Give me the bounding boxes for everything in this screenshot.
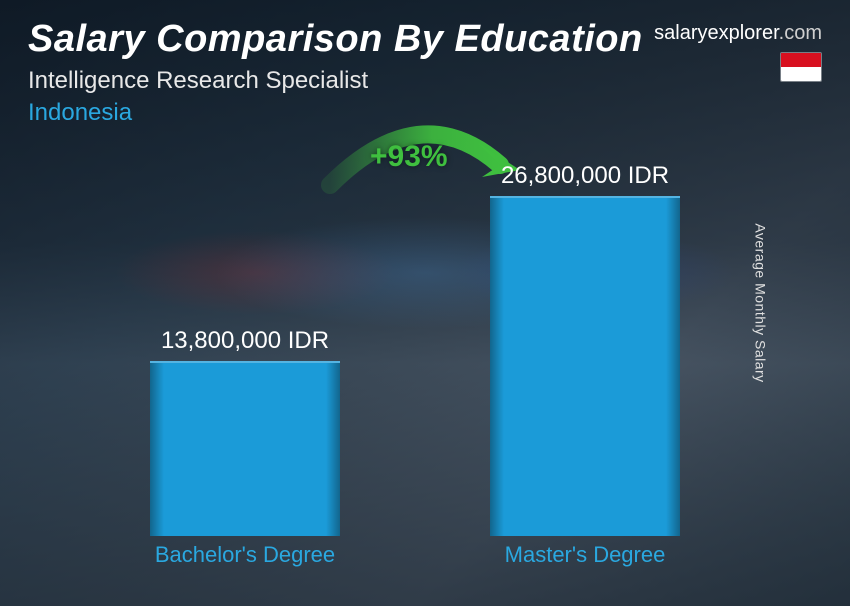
flag-top-stripe — [781, 53, 821, 67]
bar-value: 13,800,000 IDR — [115, 327, 375, 363]
brand-label: salaryexplorer.com — [654, 22, 822, 45]
bar-label: Master's Degree — [455, 536, 715, 568]
bar-label: Bachelor's Degree — [115, 536, 375, 568]
bar-value: 26,800,000 IDR — [455, 162, 715, 198]
flag-bottom-stripe — [781, 67, 821, 81]
bar-master: 26,800,000 IDR Master's Degree — [490, 196, 680, 536]
flag-icon — [780, 52, 822, 82]
percent-change-badge: +93% — [370, 140, 448, 174]
brand-name: salaryexplorer — [654, 22, 779, 44]
page-subtitle: Intelligence Research Specialist — [28, 67, 822, 95]
bar-bachelor: 13,800,000 IDR Bachelor's Degree — [150, 361, 340, 536]
brand-suffix: .com — [779, 22, 822, 44]
chart-area: +93% 13,800,000 IDR Bachelor's Degree 26… — [0, 150, 850, 570]
